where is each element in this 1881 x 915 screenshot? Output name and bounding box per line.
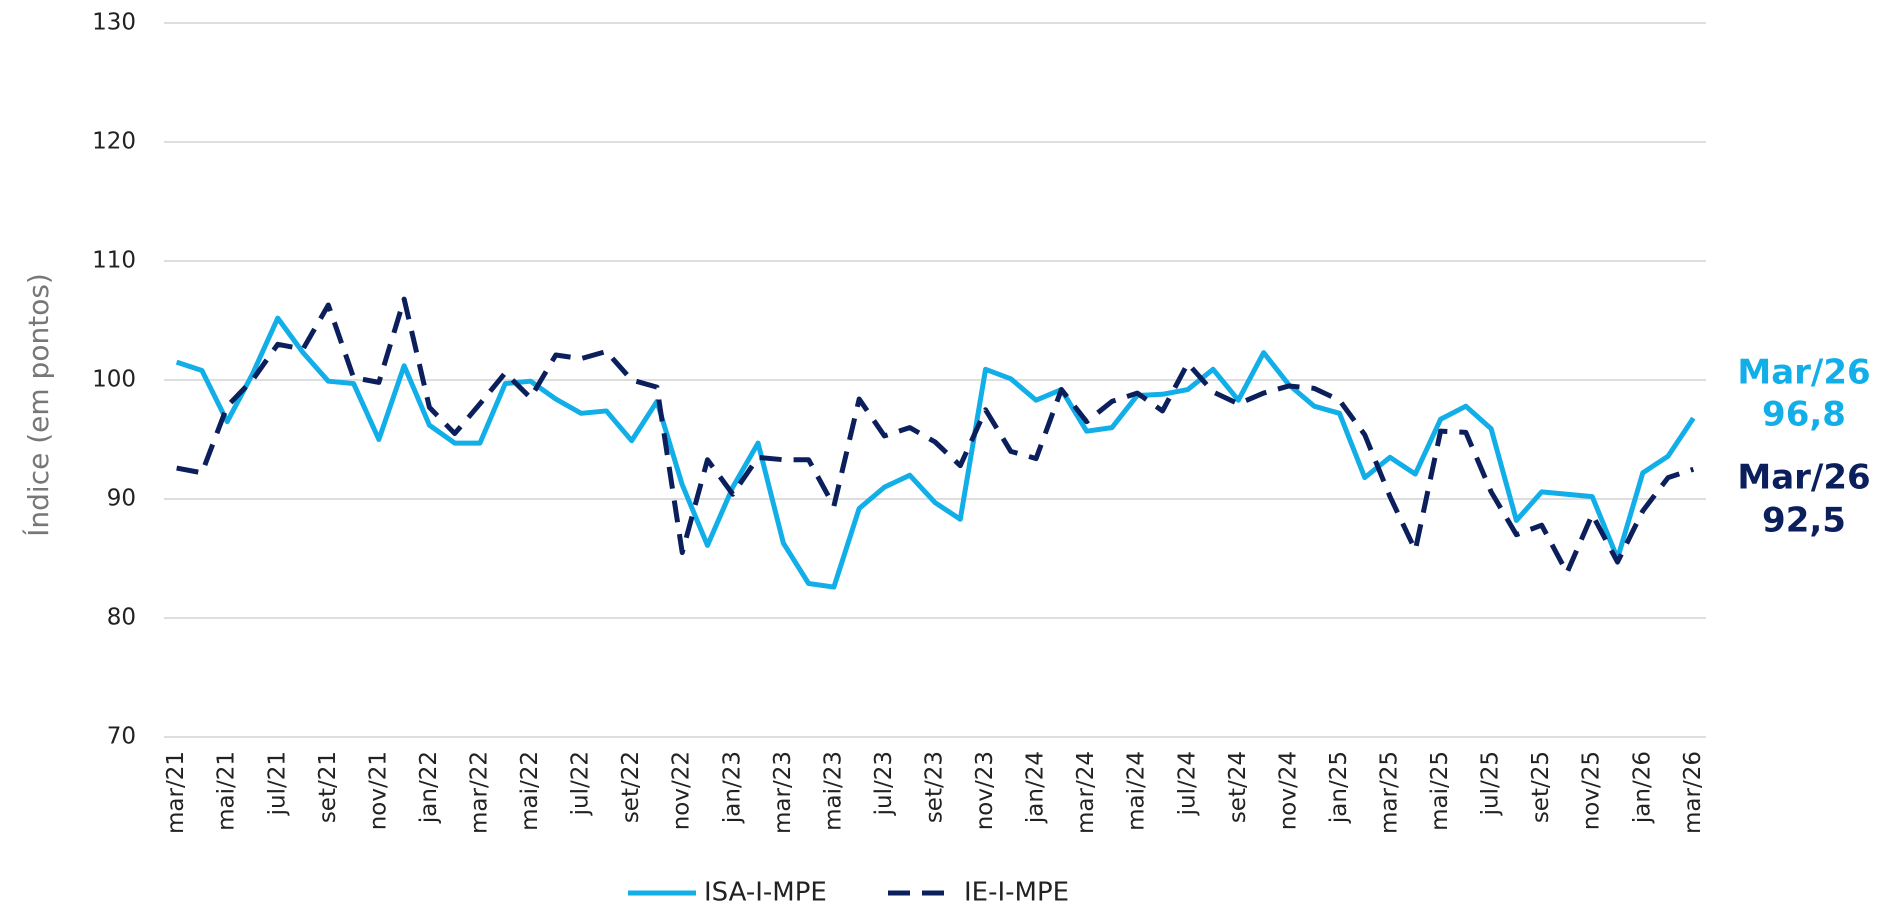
y-tick-label: 110 xyxy=(92,248,136,274)
legend-label: IE-I-MPE xyxy=(964,878,1069,908)
x-tick-label: mar/21 xyxy=(163,751,189,834)
annotation-value: 92,5 xyxy=(1762,501,1846,541)
x-tick-label: mar/24 xyxy=(1073,751,1099,834)
series-line xyxy=(175,315,1696,590)
legend-label: ISA-I-MPE xyxy=(704,878,827,908)
x-tick-label: nov/21 xyxy=(365,751,391,830)
x-tick-label: jan/23 xyxy=(719,751,745,824)
annotation-value: 96,8 xyxy=(1762,395,1846,435)
x-tick-label: jul/23 xyxy=(871,751,897,816)
series-line xyxy=(176,296,1695,576)
x-tick-label: mai/25 xyxy=(1427,751,1453,831)
x-tick-label: nov/24 xyxy=(1275,751,1301,830)
x-tick-label: set/21 xyxy=(315,751,341,823)
annotation-period: Mar/26 xyxy=(1737,353,1870,393)
x-tick-label: jul/25 xyxy=(1478,751,1504,816)
y-tick-label: 120 xyxy=(92,129,136,155)
x-tick-label: set/23 xyxy=(922,751,948,823)
x-tick-label: jul/21 xyxy=(264,751,290,816)
y-tick-label: 130 xyxy=(92,10,136,36)
x-tick-label: jan/25 xyxy=(1326,751,1352,824)
x-tick-label: mar/23 xyxy=(770,751,796,834)
y-axis-title: Índice (em pontos) xyxy=(21,273,55,537)
annotation-period: Mar/26 xyxy=(1737,458,1870,498)
y-tick-label: 70 xyxy=(107,724,136,750)
y-tick-label: 100 xyxy=(92,367,136,393)
x-tick-label: mai/23 xyxy=(820,751,846,831)
x-tick-label: nov/25 xyxy=(1579,751,1605,830)
x-tick-label: nov/22 xyxy=(669,751,695,830)
y-tick-label: 90 xyxy=(107,486,136,512)
x-tick-label: set/22 xyxy=(618,751,644,823)
x-tick-label: jan/22 xyxy=(416,751,442,824)
x-tick-label: set/25 xyxy=(1528,751,1554,823)
x-tick-label: jan/26 xyxy=(1629,751,1655,824)
x-tick-label: mai/21 xyxy=(214,751,240,831)
x-tick-label: mai/24 xyxy=(1124,751,1150,831)
x-tick-label: mar/26 xyxy=(1680,751,1706,834)
x-tick-label: jul/24 xyxy=(1174,751,1200,816)
x-tick-label: jan/24 xyxy=(1023,751,1049,824)
x-tick-label: mar/22 xyxy=(466,751,492,834)
x-tick-label: mai/22 xyxy=(517,751,543,831)
x-tick-label: nov/23 xyxy=(972,751,998,830)
y-tick-label: 80 xyxy=(107,605,136,631)
x-tick-label: mar/25 xyxy=(1377,751,1403,834)
x-tick-label: jul/22 xyxy=(568,751,594,816)
x-tick-label: set/24 xyxy=(1225,751,1251,823)
